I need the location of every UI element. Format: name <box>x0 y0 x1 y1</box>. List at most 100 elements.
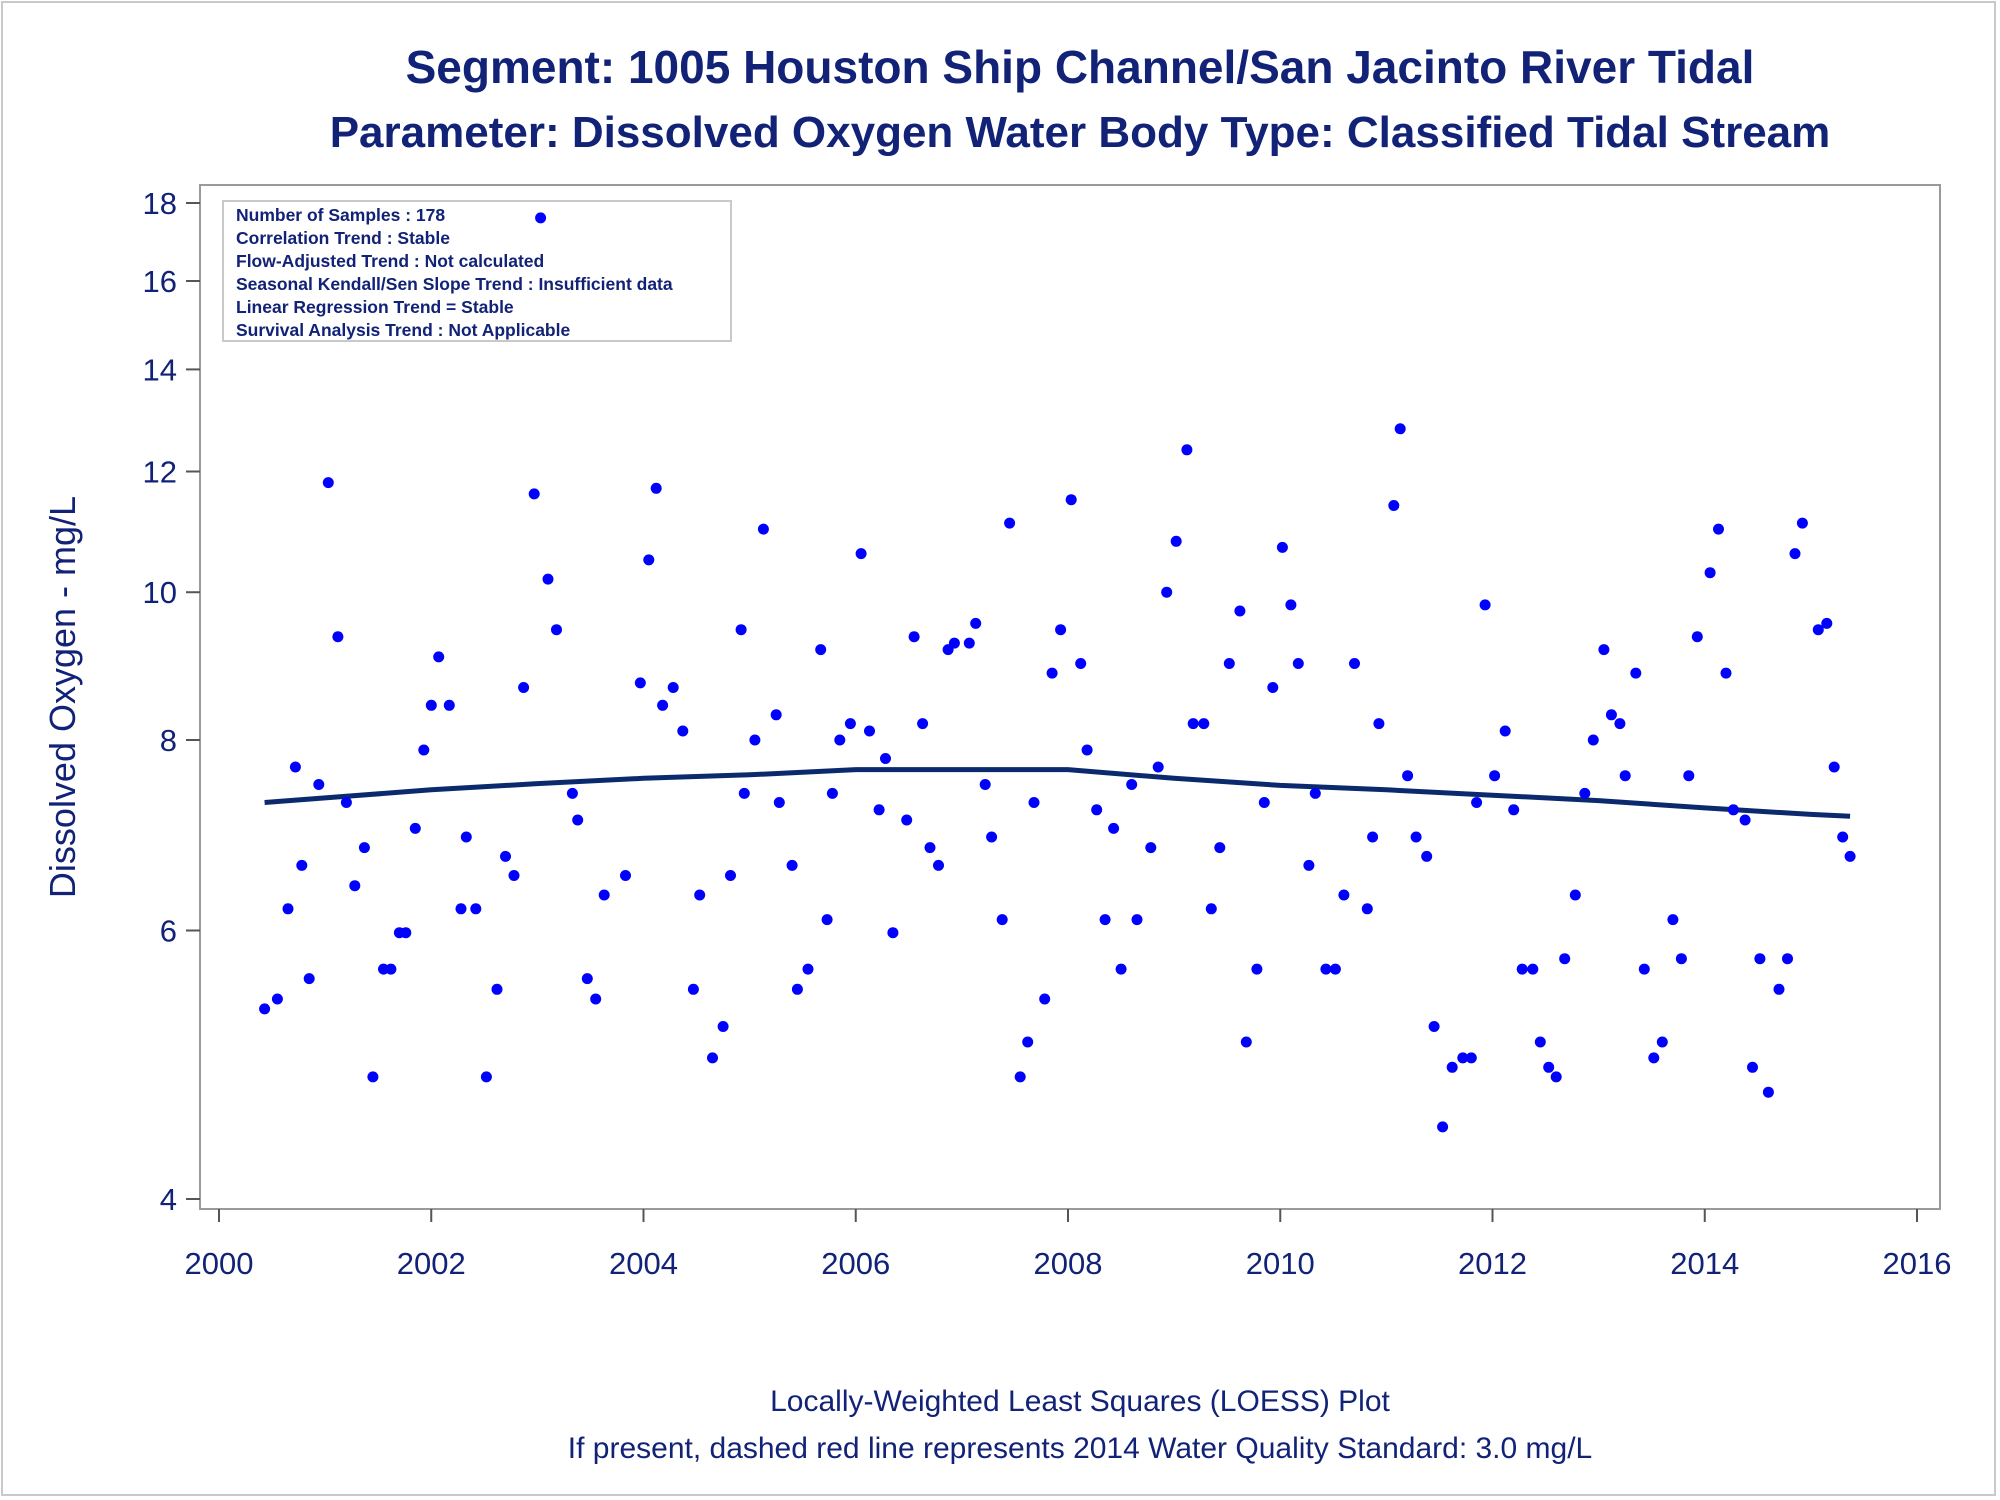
data-point <box>508 870 520 881</box>
data-point <box>1614 718 1626 730</box>
data-point <box>542 573 554 585</box>
data-point <box>1402 770 1414 782</box>
data-point <box>349 880 361 892</box>
data-point <box>400 927 412 939</box>
data-point <box>1004 517 1016 529</box>
data-point <box>1796 517 1808 529</box>
data-point <box>1683 770 1695 782</box>
x-tick-label: 2008 <box>1034 1246 1103 1281</box>
data-point <box>271 993 283 1005</box>
x-tick-label: 2014 <box>1670 1246 1739 1281</box>
data-point <box>650 482 662 494</box>
data-point <box>1108 822 1120 834</box>
data-point <box>1161 586 1173 598</box>
data-point <box>282 903 294 915</box>
data-point <box>1446 1061 1458 1073</box>
data-point <box>1276 541 1288 553</box>
data-point <box>1065 494 1077 506</box>
data-point <box>566 787 578 799</box>
data-point <box>1205 903 1217 915</box>
data-point <box>1499 725 1511 737</box>
data-point <box>657 699 669 711</box>
data-point <box>986 831 998 843</box>
data-point <box>996 914 1008 926</box>
data-point <box>1091 804 1103 816</box>
data-point <box>1361 903 1373 915</box>
data-point <box>1338 889 1350 901</box>
data-point <box>1727 804 1739 816</box>
data-point <box>313 779 325 790</box>
data-point <box>1428 1021 1440 1032</box>
data-point <box>855 548 867 560</box>
data-point <box>1465 1052 1477 1064</box>
info-box-border <box>222 200 732 342</box>
data-point <box>1828 761 1840 773</box>
data-point <box>572 814 584 826</box>
data-point <box>864 725 875 737</box>
y-tick-label: 6 <box>160 914 177 949</box>
data-point <box>1534 1036 1546 1048</box>
data-point <box>590 993 602 1005</box>
data-point <box>1587 734 1599 746</box>
data-point <box>1638 963 1650 975</box>
data-point <box>1285 599 1297 611</box>
data-point <box>1410 831 1422 843</box>
data-point <box>1543 1061 1555 1073</box>
data-point <box>1630 667 1642 679</box>
data-point <box>1055 624 1067 636</box>
x-tick-label: 2012 <box>1458 1246 1527 1281</box>
y-tick-label: 10 <box>143 575 177 610</box>
data-point <box>1489 770 1501 782</box>
data-point <box>1081 744 1093 756</box>
data-point <box>1704 567 1716 579</box>
data-point <box>880 753 891 764</box>
data-point <box>425 699 437 711</box>
y-tick-label: 18 <box>143 186 177 221</box>
data-point <box>1349 658 1360 669</box>
data-point <box>500 850 511 862</box>
data-point <box>1099 914 1111 926</box>
data-point <box>340 797 352 808</box>
data-point <box>815 644 827 656</box>
data-point <box>1373 718 1385 730</box>
data-point <box>1747 1061 1758 1073</box>
data-point <box>322 477 334 489</box>
data-point <box>1812 624 1824 636</box>
data-point <box>717 1021 729 1032</box>
data-point <box>970 617 982 629</box>
data-point <box>677 725 689 737</box>
data-point <box>535 212 547 224</box>
data-point <box>259 1003 271 1015</box>
data-point <box>786 859 798 871</box>
data-point <box>1198 718 1210 730</box>
data-point <box>1821 617 1833 629</box>
data-point <box>963 637 975 649</box>
data-point <box>948 637 960 649</box>
data-point <box>643 554 655 566</box>
data-point <box>1837 831 1849 843</box>
data-point <box>826 787 838 799</box>
data-point <box>1329 963 1341 975</box>
data-point <box>358 842 370 854</box>
data-point <box>1713 523 1724 535</box>
data-point <box>1075 658 1087 669</box>
y-tick-label: 16 <box>143 264 177 299</box>
data-point <box>1762 1086 1774 1098</box>
data-point <box>620 870 631 881</box>
data-point <box>738 787 750 799</box>
data-point <box>908 631 920 643</box>
data-point <box>873 804 885 816</box>
data-point <box>1508 804 1520 816</box>
plot-area <box>199 184 1941 1210</box>
data-point <box>1471 797 1483 808</box>
x-axis: 2000 2002 2004 2006 2008 2010 2012 2014 2016 <box>185 1209 1951 1281</box>
data-point <box>1675 953 1687 965</box>
data-point <box>1667 914 1679 926</box>
y-tick-label: 4 <box>160 1182 177 1217</box>
data-point <box>491 983 503 995</box>
chart-title: Segment: 1005 Houston Ship Channel/San J… <box>406 41 1755 93</box>
data-point <box>1022 1036 1034 1048</box>
data-point <box>901 814 913 826</box>
data-point <box>694 889 706 901</box>
